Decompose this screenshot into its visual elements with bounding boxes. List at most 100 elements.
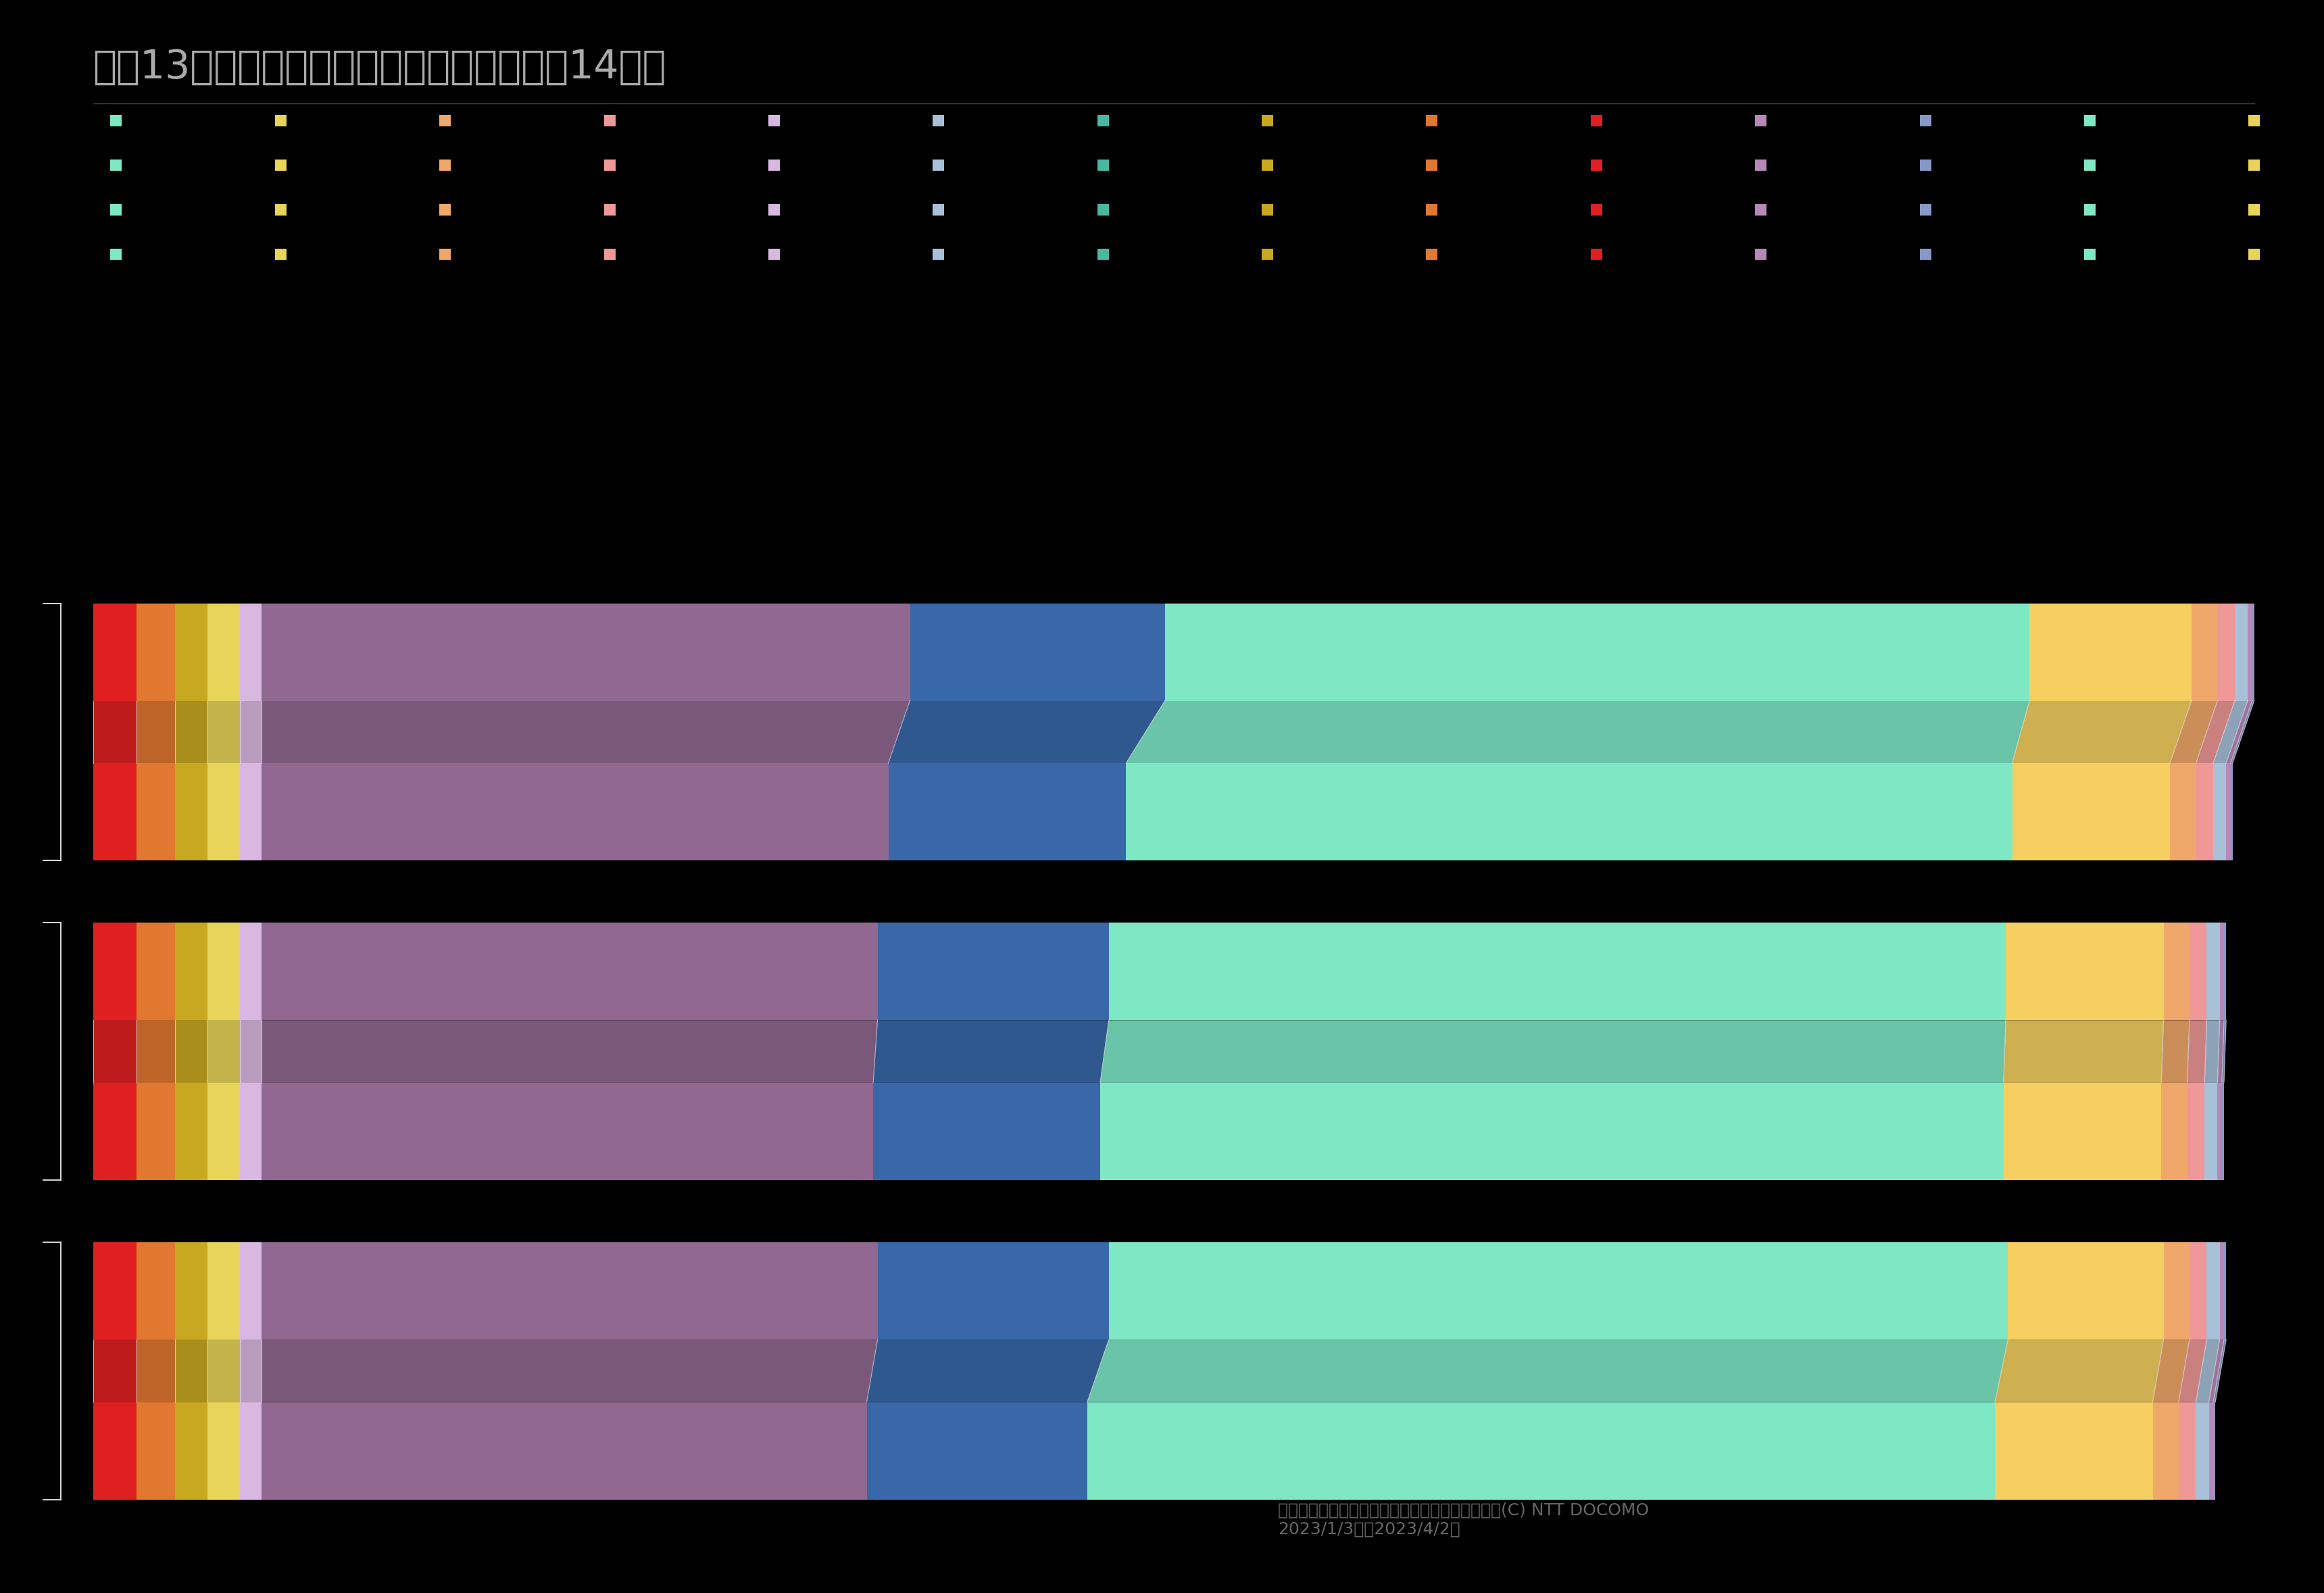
Polygon shape [93, 1340, 137, 1402]
Text: ■: ■ [1425, 247, 1439, 260]
Text: ■: ■ [2247, 158, 2261, 170]
Polygon shape [263, 1340, 878, 1402]
Text: ■: ■ [602, 202, 616, 215]
Polygon shape [1099, 1020, 2006, 1083]
Bar [911, 604, 1164, 701]
Bar [1088, 1402, 1994, 1499]
Text: ■: ■ [109, 113, 123, 126]
Text: ■: ■ [2082, 158, 2096, 170]
Text: ■: ■ [602, 247, 616, 260]
Bar [2208, 1402, 2212, 1499]
Bar [239, 604, 263, 701]
Bar [888, 763, 1127, 860]
Polygon shape [239, 1020, 263, 1083]
Text: ■: ■ [1917, 158, 1934, 170]
Bar [867, 1402, 1088, 1499]
Polygon shape [2205, 1020, 2219, 1083]
Polygon shape [174, 1020, 207, 1083]
Polygon shape [2226, 701, 2252, 763]
Polygon shape [2222, 1020, 2226, 1083]
Bar [207, 922, 239, 1020]
Bar [2236, 604, 2247, 701]
Polygon shape [263, 1020, 878, 1083]
Bar [239, 1243, 263, 1340]
Bar [93, 922, 137, 1020]
Text: ■: ■ [1260, 202, 1274, 215]
Bar [2189, 922, 2208, 1020]
Bar [93, 1402, 137, 1499]
Bar [137, 1402, 174, 1499]
Bar [174, 604, 207, 701]
Bar [1109, 1243, 2008, 1340]
Polygon shape [2178, 1340, 2208, 1402]
Polygon shape [888, 701, 1164, 763]
Text: ■: ■ [109, 202, 123, 215]
Text: ■: ■ [274, 247, 288, 260]
Text: ■: ■ [437, 202, 453, 215]
Bar [878, 922, 1109, 1020]
Bar [2208, 922, 2219, 1020]
Bar [137, 922, 174, 1020]
Polygon shape [239, 1340, 263, 1402]
Text: ■: ■ [1755, 247, 1769, 260]
Bar [1099, 1083, 2003, 1180]
Text: ■: ■ [1590, 113, 1604, 126]
Bar [207, 1083, 239, 1180]
Polygon shape [2187, 1020, 2208, 1083]
Bar [93, 604, 137, 701]
Polygon shape [263, 701, 911, 763]
Text: ■: ■ [1917, 202, 1934, 215]
Bar [2006, 922, 2164, 1020]
Polygon shape [2212, 1340, 2226, 1402]
Text: ■: ■ [274, 158, 288, 170]
Bar [2196, 763, 2212, 860]
Bar [2189, 1243, 2208, 1340]
Bar [207, 1402, 239, 1499]
Text: ■: ■ [1590, 247, 1604, 260]
Text: ■: ■ [2247, 113, 2261, 126]
Bar [263, 922, 878, 1020]
Polygon shape [2196, 701, 2236, 763]
Polygon shape [174, 1340, 207, 1402]
Polygon shape [2217, 1020, 2224, 1083]
Text: ■: ■ [767, 247, 781, 260]
Polygon shape [137, 701, 174, 763]
Text: ■: ■ [2082, 113, 2096, 126]
Bar [1127, 763, 2013, 860]
Text: ■: ■ [767, 158, 781, 170]
Bar [239, 922, 263, 1020]
Bar [2161, 1083, 2187, 1180]
Text: ■: ■ [2247, 247, 2261, 260]
Polygon shape [2212, 701, 2247, 763]
Text: ■: ■ [437, 247, 453, 260]
Text: ■: ■ [1755, 113, 1769, 126]
Bar [2008, 1243, 2164, 1340]
Polygon shape [2231, 701, 2254, 763]
Bar [239, 763, 263, 860]
Text: ■: ■ [602, 158, 616, 170]
Text: ■: ■ [437, 113, 453, 126]
Polygon shape [867, 1340, 1109, 1402]
Bar [874, 1083, 1099, 1180]
Polygon shape [2208, 1340, 2224, 1402]
Bar [2152, 1402, 2178, 1499]
Bar [2164, 922, 2189, 1020]
Text: ■: ■ [2082, 202, 2096, 215]
Text: ■: ■ [109, 158, 123, 170]
Polygon shape [2161, 1020, 2189, 1083]
Polygon shape [207, 1340, 239, 1402]
Bar [2226, 763, 2231, 860]
Bar [263, 763, 888, 860]
Polygon shape [93, 1020, 137, 1083]
Text: ■: ■ [1260, 113, 1274, 126]
Text: ■: ■ [1425, 158, 1439, 170]
Polygon shape [93, 701, 137, 763]
Bar [2013, 763, 2171, 860]
Polygon shape [2196, 1340, 2219, 1402]
Text: ■: ■ [1755, 202, 1769, 215]
Bar [239, 1402, 263, 1499]
Polygon shape [1127, 701, 2029, 763]
Polygon shape [137, 1340, 174, 1402]
Polygon shape [207, 1020, 239, 1083]
Text: ■: ■ [932, 247, 946, 260]
